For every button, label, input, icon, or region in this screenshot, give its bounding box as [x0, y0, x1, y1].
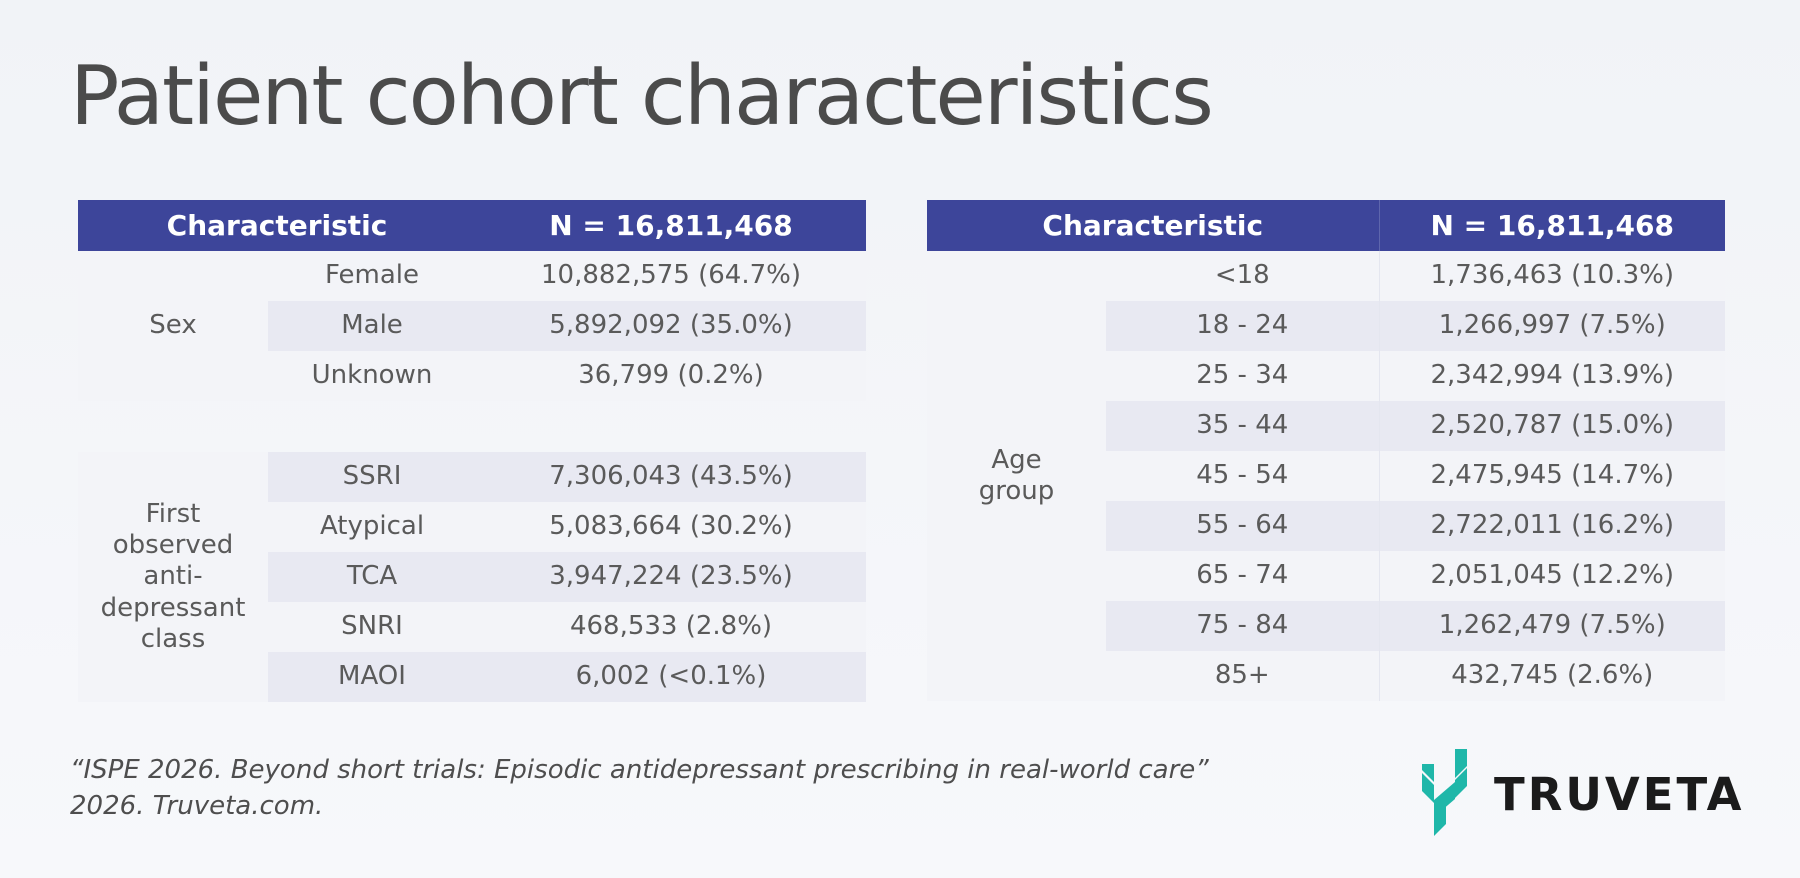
group-label-age: Age group	[927, 251, 1106, 701]
table-row: 18 - 24 1,266,997 (7.5%)	[927, 301, 1725, 351]
table-row: 25 - 34 2,342,994 (13.9%)	[927, 351, 1725, 401]
table-row: Sex Female 10,882,575 (64.7%)	[78, 251, 866, 401]
characteristic-header: Characteristic	[78, 200, 476, 251]
table-row: 65 - 74 2,051,045 (12.2%)	[927, 551, 1725, 601]
row-value: 2,475,945 (14.7%)	[1379, 451, 1725, 501]
n-header: N = 16,811,468	[1379, 200, 1725, 251]
row-value: 2,051,045 (12.2%)	[1379, 551, 1725, 601]
row-label: 35 - 44	[1106, 401, 1380, 451]
left-characteristics-table: Characteristic N = 16,811,468 Sex Female…	[78, 200, 866, 702]
logo-wordmark: TRUVETA	[1494, 768, 1745, 821]
table-row: Atypical 5,083,664 (30.2%)	[78, 502, 866, 552]
citation-line-2: 2026. Truveta.com.	[70, 791, 324, 821]
row-label: 75 - 84	[1106, 601, 1380, 651]
table-header-row: Characteristic N = 16,811,468	[78, 200, 866, 251]
row-value: 432,745 (2.6%)	[1379, 651, 1725, 701]
row-value: 1,266,997 (7.5%)	[1379, 301, 1725, 351]
citation: “ISPE 2026. Beyond short trials: Episodi…	[70, 752, 1209, 824]
row-value: 5,083,664 (30.2%)	[476, 502, 866, 552]
table-row: TCA 3,947,224 (23.5%)	[78, 552, 866, 602]
row-value: 5,892,092 (35.0%)	[476, 301, 866, 351]
truveta-logo: TRUVETA	[1420, 748, 1750, 838]
row-value: 2,722,011 (16.2%)	[1379, 501, 1725, 551]
table-row: MAOI 6,002 (<0.1%)	[78, 652, 866, 702]
row-value: 2,520,787 (15.0%)	[1379, 401, 1725, 451]
table-row: Unknown 36,799 (0.2%)	[78, 351, 866, 401]
row-label: <18	[1106, 251, 1380, 301]
spacer-cell	[78, 401, 866, 452]
row-label: Atypical	[268, 502, 476, 552]
table-header-row: Characteristic N = 16,811,468	[927, 200, 1725, 251]
row-label: 25 - 34	[1106, 351, 1380, 401]
row-value: 7,306,043 (43.5%)	[476, 452, 866, 502]
row-value: 2,342,994 (13.9%)	[1379, 351, 1725, 401]
group-label-sex: Sex	[78, 251, 268, 401]
n-header: N = 16,811,468	[476, 200, 866, 251]
row-label: MAOI	[268, 652, 476, 702]
table-row: 85+ 432,745 (2.6%)	[927, 651, 1725, 701]
table-row: First observed anti-depressant class SSR…	[78, 452, 866, 702]
row-value: 36,799 (0.2%)	[476, 351, 866, 401]
row-label: Female	[268, 251, 476, 301]
row-label: 18 - 24	[1106, 301, 1380, 351]
table-row: 35 - 44 2,520,787 (15.0%)	[927, 401, 1725, 451]
table-row: 45 - 54 2,475,945 (14.7%)	[927, 451, 1725, 501]
row-label: Unknown	[268, 351, 476, 401]
table-row: 75 - 84 1,262,479 (7.5%)	[927, 601, 1725, 651]
row-value: 10,882,575 (64.7%)	[476, 251, 866, 301]
row-value: 468,533 (2.8%)	[476, 602, 866, 652]
row-label: SNRI	[268, 602, 476, 652]
row-label: SSRI	[268, 452, 476, 502]
table-row: Male 5,892,092 (35.0%)	[78, 301, 866, 351]
table-row: 55 - 64 2,722,011 (16.2%)	[927, 501, 1725, 551]
row-label: 45 - 54	[1106, 451, 1380, 501]
row-value: 3,947,224 (23.5%)	[476, 552, 866, 602]
truveta-leaf-icon	[1422, 749, 1467, 836]
row-label: Male	[268, 301, 476, 351]
row-label: 85+	[1106, 651, 1380, 701]
group-label-antidepressant-class: First observed anti-depressant class	[78, 452, 268, 702]
row-value: 6,002 (<0.1%)	[476, 652, 866, 702]
table-row: SNRI 468,533 (2.8%)	[78, 602, 866, 652]
characteristic-header: Characteristic	[927, 200, 1380, 251]
row-value: 1,262,479 (7.5%)	[1379, 601, 1725, 651]
page-title: Patient cohort characteristics	[70, 49, 1214, 144]
row-label: 65 - 74	[1106, 551, 1380, 601]
citation-line-1: “ISPE 2026. Beyond short trials: Episodi…	[70, 755, 1209, 785]
table-row: Age group <18 1,736,463 (10.3%)	[927, 251, 1725, 701]
right-characteristics-table: Characteristic N = 16,811,468 Age group …	[927, 200, 1725, 701]
row-value: 1,736,463 (10.3%)	[1379, 251, 1725, 301]
row-label: 55 - 64	[1106, 501, 1380, 551]
row-label: TCA	[268, 552, 476, 602]
table-spacer	[78, 401, 866, 452]
